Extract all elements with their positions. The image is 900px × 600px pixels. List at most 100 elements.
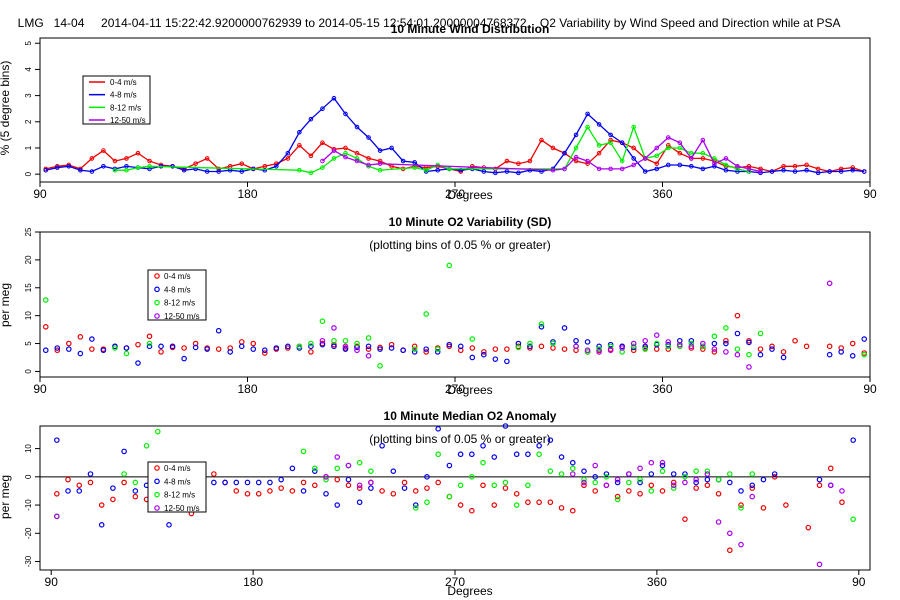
p2-data-point	[749, 493, 756, 500]
p2-data-point	[278, 476, 284, 483]
p1-data-point	[700, 343, 706, 350]
p0-data-point	[804, 162, 809, 168]
p2-data-point	[87, 479, 94, 486]
p1-data-point	[365, 346, 372, 352]
p1-y-tick-label: 0	[24, 369, 33, 374]
p1-data-point	[135, 360, 141, 366]
p0-data-point	[562, 166, 567, 172]
p0-data-point	[746, 163, 752, 169]
p1-data-point	[584, 339, 591, 345]
p0-data-point	[631, 124, 636, 130]
p0-data-point	[377, 148, 383, 153]
p2-data-point	[704, 468, 711, 474]
p0-data-point	[735, 163, 740, 169]
p2-data-point	[760, 505, 767, 511]
p0-data-point	[216, 166, 221, 172]
p0-data-point	[423, 167, 429, 173]
p0-data-point	[608, 166, 613, 172]
p0-data-point	[804, 167, 809, 173]
p1-legend-swatch	[154, 273, 160, 279]
p2-data-point	[502, 485, 509, 491]
p2-data-point	[569, 507, 576, 514]
p1-data-point	[527, 343, 533, 350]
p0-data-point	[297, 167, 302, 173]
p1-data-point	[642, 337, 649, 344]
p1-data-point	[711, 346, 718, 352]
p1-data-point	[711, 349, 718, 355]
p1-data-point	[308, 343, 314, 350]
p1-data-point	[250, 340, 257, 347]
p1-data-point	[665, 339, 672, 345]
p0-data-point	[665, 135, 671, 140]
p1-chart-subtitle: (plotting bins of 0.05 % or greater)	[369, 238, 550, 252]
p2-data-point	[569, 459, 576, 466]
p2-series-12-50-m-s	[54, 454, 845, 568]
p2-data-point	[536, 499, 542, 506]
p0-data-point	[331, 156, 337, 161]
p2-data-point	[738, 541, 744, 548]
p1-data-point	[676, 341, 683, 348]
p2-series-8-12-m-s	[54, 428, 856, 522]
p2-data-point	[390, 490, 397, 497]
p2-data-point	[54, 490, 60, 497]
p1-data-point	[66, 346, 72, 352]
p1-data-point	[215, 327, 222, 334]
p0-data-point	[262, 167, 268, 173]
p2-x-tick-label: 90	[45, 575, 59, 589]
p0-data-point	[619, 140, 625, 146]
p1-data-point	[642, 346, 649, 352]
p0-data-point	[366, 156, 371, 161]
p0-data-point	[596, 150, 602, 156]
p1-data-point	[849, 340, 856, 347]
p2-data-point	[659, 459, 666, 466]
p1-data-point	[77, 334, 84, 340]
p2-data-point	[345, 462, 352, 469]
p1-data-point	[54, 347, 61, 354]
p2-data-point	[110, 485, 116, 491]
p0-data-point	[297, 129, 302, 135]
p1-data-point	[146, 340, 153, 347]
p1-data-point	[146, 343, 153, 350]
p2-data-point	[726, 471, 733, 477]
p1-data-point	[688, 337, 695, 344]
p2-data-point	[626, 488, 632, 494]
p0-y-tick-label: 5	[24, 40, 33, 45]
p0-data-point	[585, 111, 590, 117]
p2-y-axis-label: per meg	[0, 475, 12, 519]
p2-y-tick-label: -30	[24, 555, 33, 567]
p0-data-point	[619, 166, 625, 172]
p0-data-point	[654, 145, 660, 151]
p1-data-point	[308, 349, 314, 355]
p0-data-point	[723, 167, 729, 173]
p1-data-point	[711, 340, 718, 347]
p2-data-point	[670, 479, 677, 486]
p0-data-point	[850, 165, 856, 170]
p0-data-point	[66, 163, 72, 169]
p2-data-point	[502, 423, 509, 429]
p2-data-point	[637, 465, 643, 472]
p1-data-point	[411, 349, 418, 355]
p1-data-point	[331, 337, 337, 344]
p0-legend: 0-4 m/s 4-8 m/s 8-12 m/s 12-50 m/s	[82, 75, 151, 125]
p1-data-point	[181, 355, 187, 362]
p2-data-point	[783, 502, 789, 508]
p2-data-point	[670, 482, 677, 489]
p0-data-point	[366, 135, 371, 140]
p1-legend-box	[147, 269, 207, 321]
p1-data-point	[780, 354, 787, 361]
p1-data-point	[388, 345, 395, 351]
p1-data-point	[481, 351, 487, 358]
p1-y-axis-label: per meg	[0, 283, 12, 327]
p0-data-point	[147, 166, 152, 172]
p0-series-12-50-m-s	[320, 135, 763, 174]
p2-data-point	[547, 437, 554, 443]
p0-data-point	[504, 169, 510, 174]
p2-data-point	[244, 479, 251, 486]
p0-data-point	[585, 158, 590, 164]
p0-y-tick-label: 0	[24, 171, 33, 176]
p0-data-point	[596, 122, 602, 127]
p0-data-point	[343, 145, 348, 151]
p1-data-point	[780, 349, 787, 355]
p0-data-point	[781, 167, 786, 173]
p2-data-point	[98, 522, 105, 528]
